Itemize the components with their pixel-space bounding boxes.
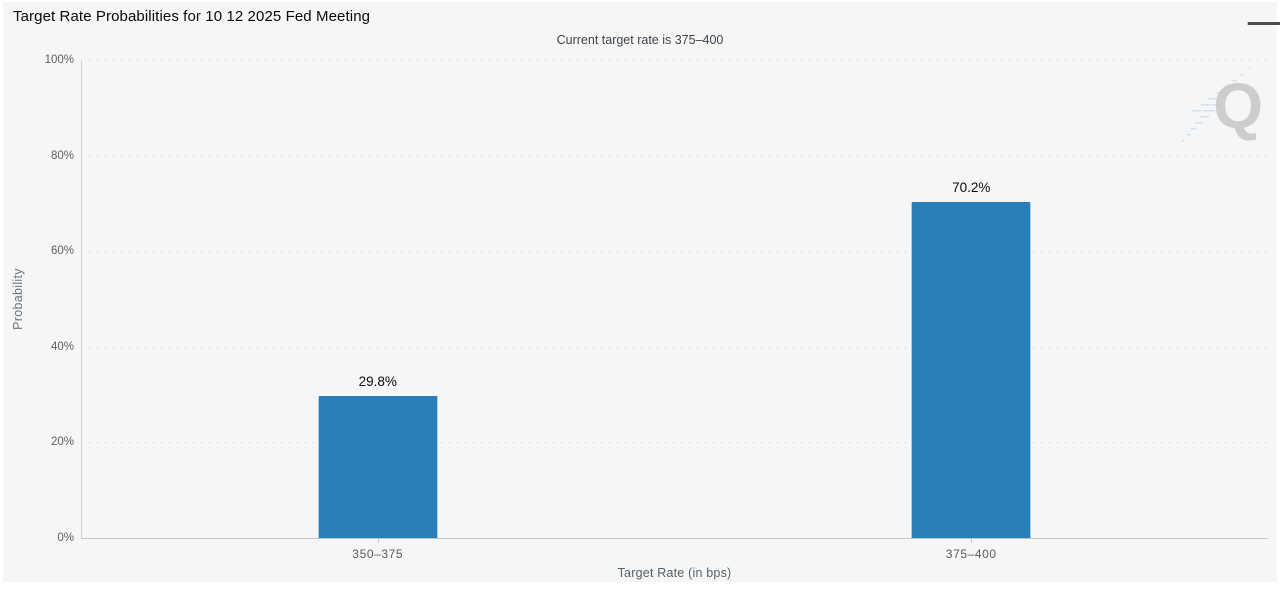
bar-value-label: 29.8% [358, 373, 397, 389]
x-tick-label: 375–400 [945, 547, 997, 561]
chart-title: Target Rate Probabilities for 10 12 2025… [13, 8, 371, 25]
x-tick [377, 538, 379, 543]
x-axis-title: Target Rate (in bps) [617, 566, 732, 580]
x-axis-line [81, 538, 1268, 539]
y-tick-label: 40% [50, 340, 74, 353]
gridline [81, 60, 1268, 61]
gridline [81, 346, 1268, 348]
gridline [81, 155, 1268, 157]
y-axis-title: Probability [11, 268, 25, 330]
y-axis-line [81, 60, 82, 538]
bar-350–375[interactable] [317, 395, 438, 538]
hamburger-menu-icon[interactable] [1247, 11, 1280, 27]
chart-surface: Target Rate Probabilities for 10 12 2025… [3, 2, 1280, 582]
y-tick-label: 60% [50, 245, 74, 258]
x-tick [971, 538, 973, 543]
chart-subtitle: Current target rate is 375–400 [556, 33, 724, 47]
y-tick-label: 0% [57, 532, 74, 544]
x-tick-label: 350–375 [352, 547, 404, 561]
hamburger-bar [1247, 21, 1280, 25]
y-tick-label: 100% [44, 54, 74, 66]
y-tick-label: 80% [50, 149, 74, 162]
gridline [81, 251, 1268, 253]
gridline [81, 442, 1268, 444]
plot-area: Target Rate (in bps) 0% 20% 40% 60% 80% 100% 2… [45, 54, 1268, 580]
y-tick-label: 20% [50, 436, 74, 449]
bar-value-label: 70.2% [952, 180, 991, 196]
bar-375–400[interactable] [911, 202, 1032, 538]
